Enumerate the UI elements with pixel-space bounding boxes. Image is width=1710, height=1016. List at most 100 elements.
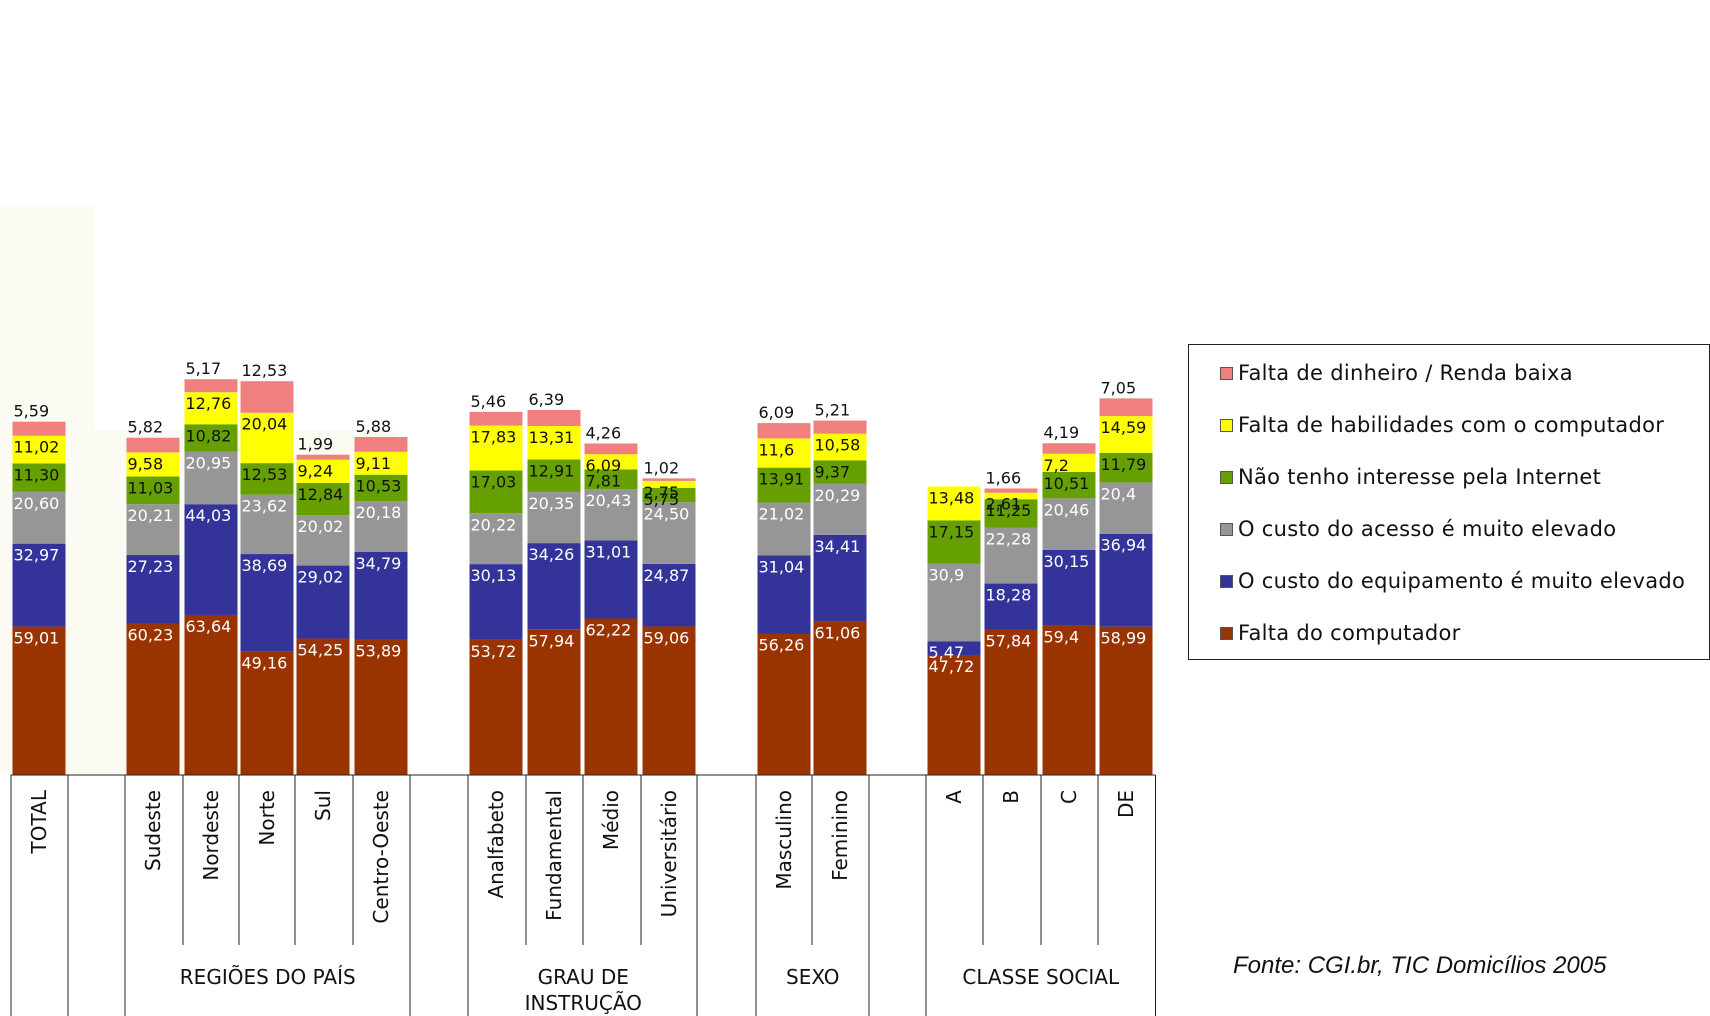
bar-segment — [354, 451, 408, 475]
bar-segment — [584, 443, 638, 455]
bar-segment — [240, 463, 294, 495]
data-label: 58,99 — [1101, 629, 1147, 648]
data-label: 11,03 — [128, 478, 174, 497]
legend-swatch — [1220, 418, 1233, 432]
data-label: 23,62 — [242, 497, 288, 516]
legend-item: Falta de habilidades com o computador — [1220, 412, 1664, 438]
bar-segment — [184, 504, 238, 615]
bar-segment — [469, 513, 523, 565]
bar-segment — [184, 424, 238, 452]
bar-stack: 47,725,47 30,9 17,15 13,48 — [927, 486, 981, 775]
bar-segment — [1042, 453, 1096, 472]
bar-segment — [296, 482, 350, 516]
bar-segment — [984, 527, 1038, 584]
category-label: Sul — [311, 790, 335, 821]
data-label: 44,03 — [186, 506, 232, 525]
category-label: Feminino — [828, 790, 852, 881]
data-label: 2,61 — [986, 495, 1022, 514]
data-label: 20,46 — [1044, 500, 1090, 519]
legend-label: Falta de dinheiro / Renda baixa — [1238, 361, 1573, 385]
bar-segment — [1042, 625, 1096, 775]
data-label: 5,82 — [128, 418, 164, 437]
data-label: 32,97 — [14, 546, 60, 565]
bar-segment — [469, 470, 523, 514]
legend-swatch — [1220, 366, 1233, 380]
data-label: 20,35 — [529, 494, 575, 513]
data-label: 9,11 — [356, 454, 392, 473]
data-label: 17,15 — [929, 522, 975, 541]
bar-segment — [296, 454, 350, 460]
category-label: Analfabeto — [484, 790, 508, 899]
bar-segment — [813, 433, 867, 461]
bar-segment — [984, 583, 1038, 630]
data-label: 59,01 — [14, 629, 60, 648]
bar-stack: 57,94 34,26 20,35 12,91 13,31 6,39 — [527, 390, 581, 775]
bar-segment — [984, 488, 1038, 493]
bar-segment — [927, 486, 981, 521]
legend-label: O custo do equipamento é muito elevado — [1238, 569, 1686, 593]
bar-segment — [527, 543, 581, 630]
bar-segment — [354, 551, 408, 640]
data-label: 10,58 — [815, 436, 861, 455]
data-label: 13,91 — [759, 470, 805, 489]
bar-stack: 59,4 30,15 20,46 10,517,2 4,19 — [1042, 423, 1096, 775]
bar-segment — [12, 463, 66, 492]
category-label: Sudeste — [141, 790, 165, 871]
data-label: 1,02 — [644, 458, 680, 477]
bar-segment — [240, 651, 294, 775]
data-label: 63,64 — [186, 617, 232, 636]
bar-segment — [126, 452, 180, 477]
data-label: 10,53 — [356, 477, 402, 496]
bar-segment — [642, 563, 696, 627]
category-label: Norte — [255, 790, 279, 846]
bar-stack: 56,26 31,04 21,02 13,91 11,6 6,09 — [757, 403, 811, 775]
bar-segment — [527, 425, 581, 460]
data-label: 5,59 — [14, 402, 50, 421]
legend-label: O custo do acesso é muito elevado — [1238, 517, 1617, 541]
data-label: 20,18 — [356, 503, 402, 522]
group-label: SEXO — [786, 965, 840, 989]
data-label: 38,69 — [242, 556, 288, 575]
legend-swatch — [1220, 470, 1233, 484]
bar-segment — [757, 423, 811, 439]
category-label: B — [999, 790, 1023, 804]
bar-segment — [184, 379, 238, 393]
data-label: 5,46 — [471, 392, 507, 411]
bar-stack: 58,99 36,94 20,4 11,79 14,59 7,05 — [1099, 378, 1153, 775]
bar-segment — [354, 639, 408, 775]
category-label: Universitário — [657, 790, 681, 917]
bar-segment — [527, 491, 581, 544]
bar-stack: 61,06 34,41 20,29 9,37 10,58 5,21 — [813, 401, 867, 775]
legend-label: Não tenho interesse pela Internet — [1238, 465, 1602, 489]
data-label: 20,02 — [298, 517, 344, 536]
category-label: Masculino — [772, 790, 796, 890]
data-label: 17,03 — [471, 472, 517, 491]
data-label: 20,43 — [586, 491, 632, 510]
bar-segment — [469, 425, 523, 471]
category-label: DE — [1114, 790, 1138, 818]
data-label: 18,28 — [986, 586, 1032, 605]
group-label: INSTRUÇÃO — [525, 991, 642, 1015]
data-label: 12,76 — [186, 394, 232, 413]
data-label: 27,23 — [128, 557, 174, 576]
bar-segment — [12, 626, 66, 775]
category-label: Centro-Oeste — [369, 790, 393, 924]
bar-segment — [813, 621, 867, 775]
data-label: 12,84 — [298, 485, 344, 504]
category-label: Nordeste — [199, 790, 223, 881]
data-label: 10,82 — [186, 426, 232, 445]
bar-segment — [126, 555, 180, 624]
data-label: 12,91 — [529, 461, 575, 480]
bar-segment — [354, 501, 408, 552]
data-label: 30,9 — [929, 566, 965, 585]
bar-segment — [984, 492, 1038, 500]
bar-segment — [642, 626, 696, 775]
data-label: 9,37 — [815, 462, 851, 481]
bar-segment — [354, 474, 408, 502]
bar-segment — [240, 412, 294, 464]
bar-segment — [927, 641, 981, 655]
bar-segment — [757, 502, 811, 556]
data-label: 24,50 — [644, 504, 690, 523]
bar-segment — [584, 469, 638, 490]
